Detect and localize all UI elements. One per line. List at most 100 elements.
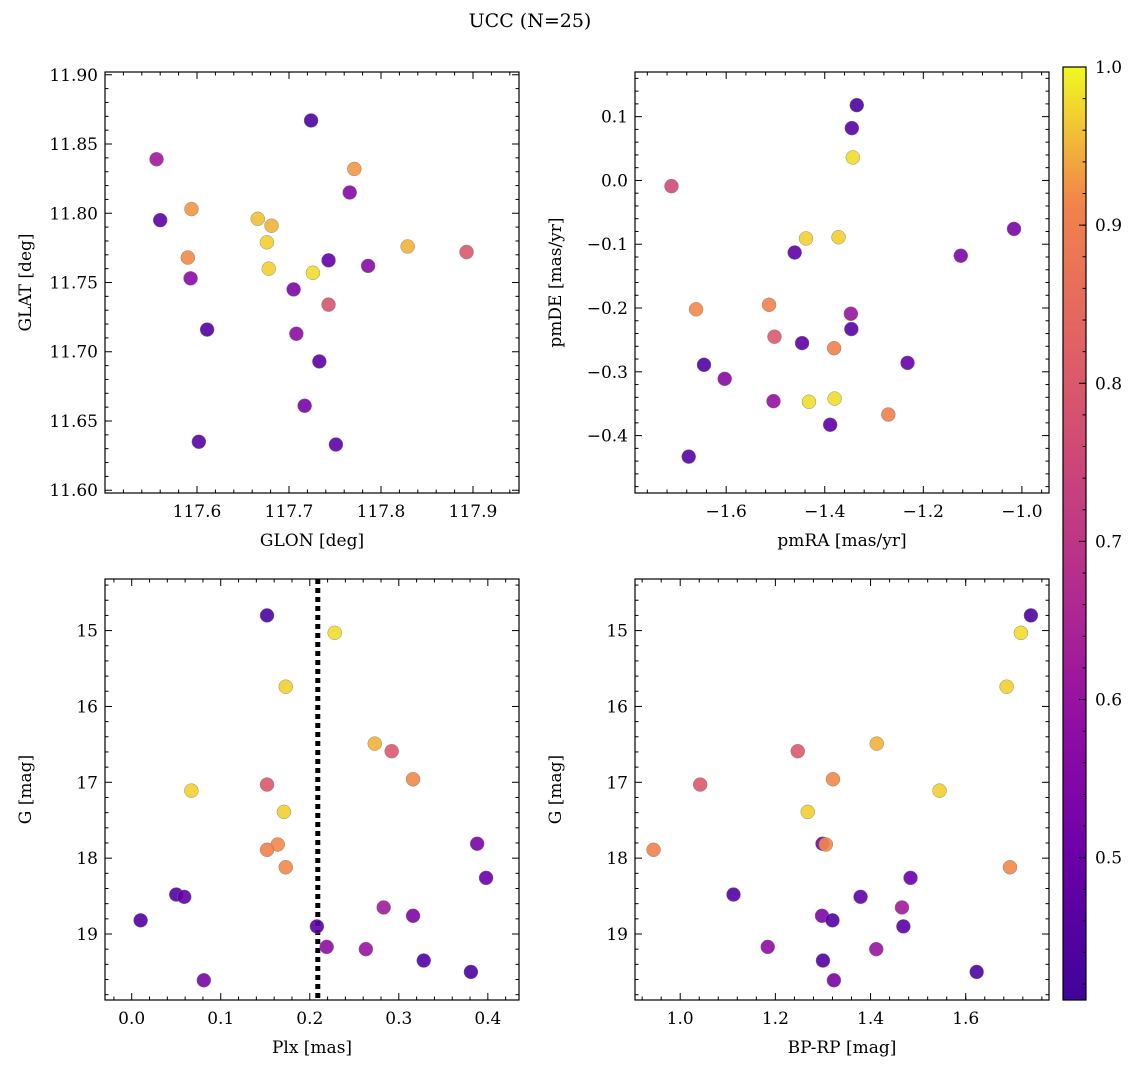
colorbar-tick-label: 0.8 xyxy=(1095,374,1122,394)
scatter-point xyxy=(831,230,846,245)
y-tick-label: 0.1 xyxy=(601,108,628,128)
scatter-point xyxy=(297,398,312,413)
scatter-point xyxy=(278,679,293,694)
scatter-point xyxy=(800,804,815,820)
scatter-point xyxy=(184,783,199,798)
scatter-point xyxy=(869,736,884,751)
scatter-point xyxy=(1013,625,1029,641)
scatter-point xyxy=(416,953,431,968)
panel-plx-g: 0.0 0.1 0.2 0.3 0.4 15 16 17 18 19 Plx [mas] G [mag… xyxy=(16,578,520,1058)
scatter-point xyxy=(149,152,164,167)
scatter-point xyxy=(328,437,344,452)
scatter-point xyxy=(760,939,775,955)
scatter-point xyxy=(250,211,265,226)
scatter-point xyxy=(953,248,968,263)
x-axis-label: GLON [deg] xyxy=(260,531,364,551)
scatter-point xyxy=(376,900,391,915)
colorbar-frame xyxy=(1062,66,1087,1001)
y-tick-label: 16 xyxy=(606,697,628,717)
y-tick-label: 19 xyxy=(76,925,98,945)
scatter-point xyxy=(152,212,168,228)
scatter-point xyxy=(787,245,802,260)
scatter-point xyxy=(321,253,336,268)
scatter-point xyxy=(664,178,679,194)
scatter-point xyxy=(767,329,782,344)
scatter-point xyxy=(726,887,741,902)
scatter-point xyxy=(790,743,805,759)
x-tick-label: 0.2 xyxy=(296,1009,323,1029)
scatter-point xyxy=(405,772,421,787)
scatter-point xyxy=(259,608,275,623)
scatter-point xyxy=(264,218,279,233)
scatter-point xyxy=(798,231,814,246)
y-axis-label: G [mag] xyxy=(16,755,36,824)
scatter-point xyxy=(133,913,148,928)
scatter-point xyxy=(180,250,196,265)
scatter-point xyxy=(822,417,838,432)
colorbar: 0.5 0.6 0.7 0.8 0.9 1.0 xyxy=(1062,58,1122,1001)
x-tick-label: −1.6 xyxy=(706,502,747,522)
scatter-point xyxy=(761,297,777,313)
scatter-point xyxy=(869,941,884,957)
colorbar-tick-label: 1.0 xyxy=(1095,58,1122,78)
axes-frame xyxy=(104,578,520,1001)
scatter-point xyxy=(259,842,275,858)
y-tick-label: 15 xyxy=(606,622,628,642)
scatter-point xyxy=(681,449,696,464)
scatter-point xyxy=(342,185,357,200)
x-tick-label: 0.3 xyxy=(385,1009,412,1029)
scatter-point xyxy=(853,889,868,905)
colorbar-tick-label: 0.9 xyxy=(1095,216,1122,236)
scatter-point xyxy=(815,953,831,968)
scatter-point xyxy=(384,743,399,759)
x-tick-label: 1.6 xyxy=(952,1009,979,1029)
scatter-point xyxy=(184,201,199,217)
x-tick-label: 117.9 xyxy=(449,502,498,522)
y-tick-label: 18 xyxy=(606,849,628,869)
y-tick-label: 11.85 xyxy=(49,135,98,155)
scatter-point xyxy=(312,354,327,369)
scatter-point xyxy=(825,772,841,787)
scatter-point xyxy=(903,870,918,886)
scatter-point xyxy=(844,321,859,337)
scatter-point xyxy=(259,777,275,792)
scatter-point xyxy=(367,736,382,751)
y-tick-label: −0.3 xyxy=(587,363,628,383)
scatter-point xyxy=(825,913,840,928)
x-tick-label: −1.0 xyxy=(1001,502,1042,522)
scatter-point xyxy=(405,908,421,923)
scatter-point xyxy=(688,302,704,317)
scatter-point xyxy=(844,120,860,136)
x-axis-label: Plx [mas] xyxy=(272,1038,352,1058)
colorbar-tick-label: 0.7 xyxy=(1095,532,1122,552)
x-tick-label: 1.4 xyxy=(857,1009,884,1029)
scatter-point xyxy=(1023,608,1039,623)
scatter-point xyxy=(894,900,910,915)
panel-glon-glat: 117.6 117.7 117.8 117.9 11.60 11.65 11.70 11.75… xyxy=(16,66,520,551)
scatter-point xyxy=(1006,221,1022,237)
scatter-point xyxy=(696,357,712,372)
y-tick-label: 11.75 xyxy=(49,274,98,294)
y-tick-label: 17 xyxy=(76,773,98,793)
scatter-point xyxy=(717,371,732,387)
x-tick-label: 0.1 xyxy=(207,1009,234,1029)
scatter-point xyxy=(303,113,319,128)
scatter-point xyxy=(896,919,911,934)
scatter-point xyxy=(400,239,415,254)
scatter-point xyxy=(843,306,859,321)
scatter-point xyxy=(818,837,834,852)
axes-frame xyxy=(634,71,1050,494)
scatter-point xyxy=(646,842,661,858)
figure-title: UCC (N=25) xyxy=(469,10,592,32)
x-tick-label: 1.2 xyxy=(762,1009,789,1029)
scatter-point xyxy=(1002,860,1018,875)
y-tick-label: −0.4 xyxy=(587,427,628,447)
axes-frame xyxy=(104,71,520,494)
x-tick-label: 0.0 xyxy=(118,1009,145,1029)
y-axis-label: GLAT [deg] xyxy=(16,233,36,331)
y-axis-label: G [mag] xyxy=(546,755,566,824)
x-tick-label: 117.8 xyxy=(357,502,406,522)
y-tick-label: 11.70 xyxy=(49,343,98,363)
y-tick-label: 19 xyxy=(606,925,628,945)
